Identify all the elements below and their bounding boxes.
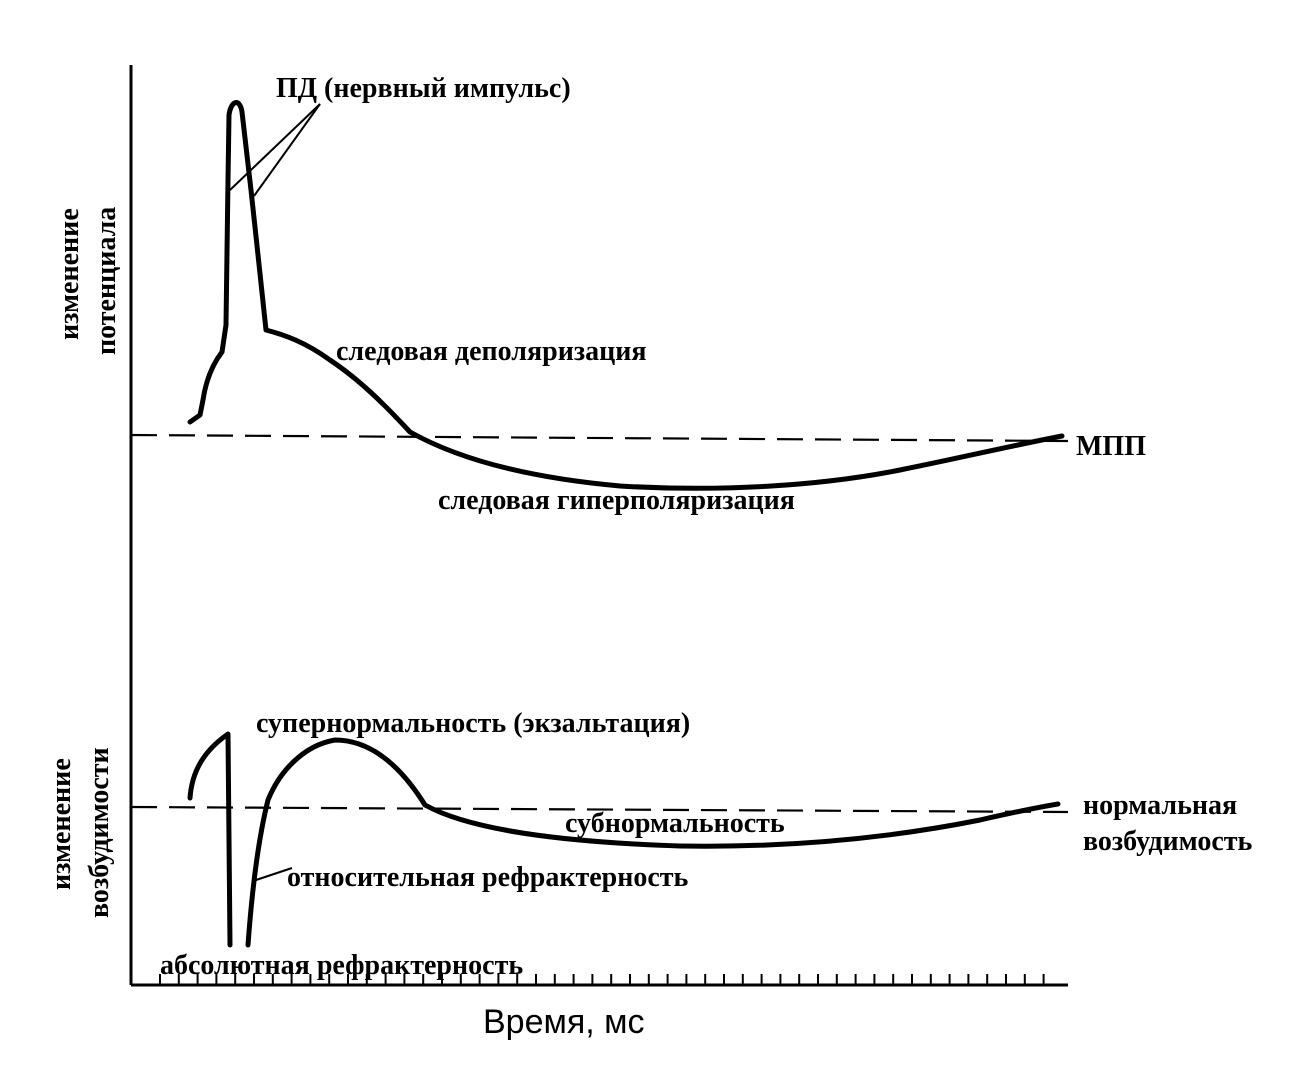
mpp-label: МПП [1076, 431, 1146, 462]
subnormality-label: субнормальность [565, 808, 785, 839]
y-axis-title-top-line1: изменение [54, 208, 85, 340]
excitability-curve-initial [187, 731, 233, 948]
pd-pointer-line-2 [253, 103, 321, 197]
supernormality-label: супернормальность (экзальтация) [256, 708, 690, 739]
normal-excitability-label-line1: нормальная [1083, 790, 1237, 821]
mpp-baseline [130, 433, 1069, 443]
normal-excitability-baseline [130, 805, 1069, 814]
action-potential-curve [187, 100, 1065, 491]
pd-pointer-line-1 [229, 103, 321, 191]
relative-refractory-pointer [255, 867, 293, 881]
absolute-refractory-label: абсолютная рефрактерность [160, 950, 523, 981]
excitability-curve-recovery [245, 737, 1061, 948]
y-axis-title-top-line2: потенциала [91, 207, 122, 355]
y-axis-title-bottom-line2: возбудимости [84, 747, 115, 918]
normal-excitability-label-line2: возбудимость [1083, 826, 1253, 857]
x-axis-ticks [159, 974, 1045, 985]
y-axis-title-bottom-line1: изменение [46, 758, 77, 890]
trace-depolarization-label: следовая деполяризация [336, 336, 647, 367]
relative-refractory-label: относительная рефрактерность [287, 862, 689, 893]
x-axis-title: Время, мс [483, 1003, 645, 1041]
pd-label: ПД (нервный импульс) [276, 73, 571, 104]
trace-hyperpolarization-label: следовая гиперполяризация [438, 485, 795, 516]
